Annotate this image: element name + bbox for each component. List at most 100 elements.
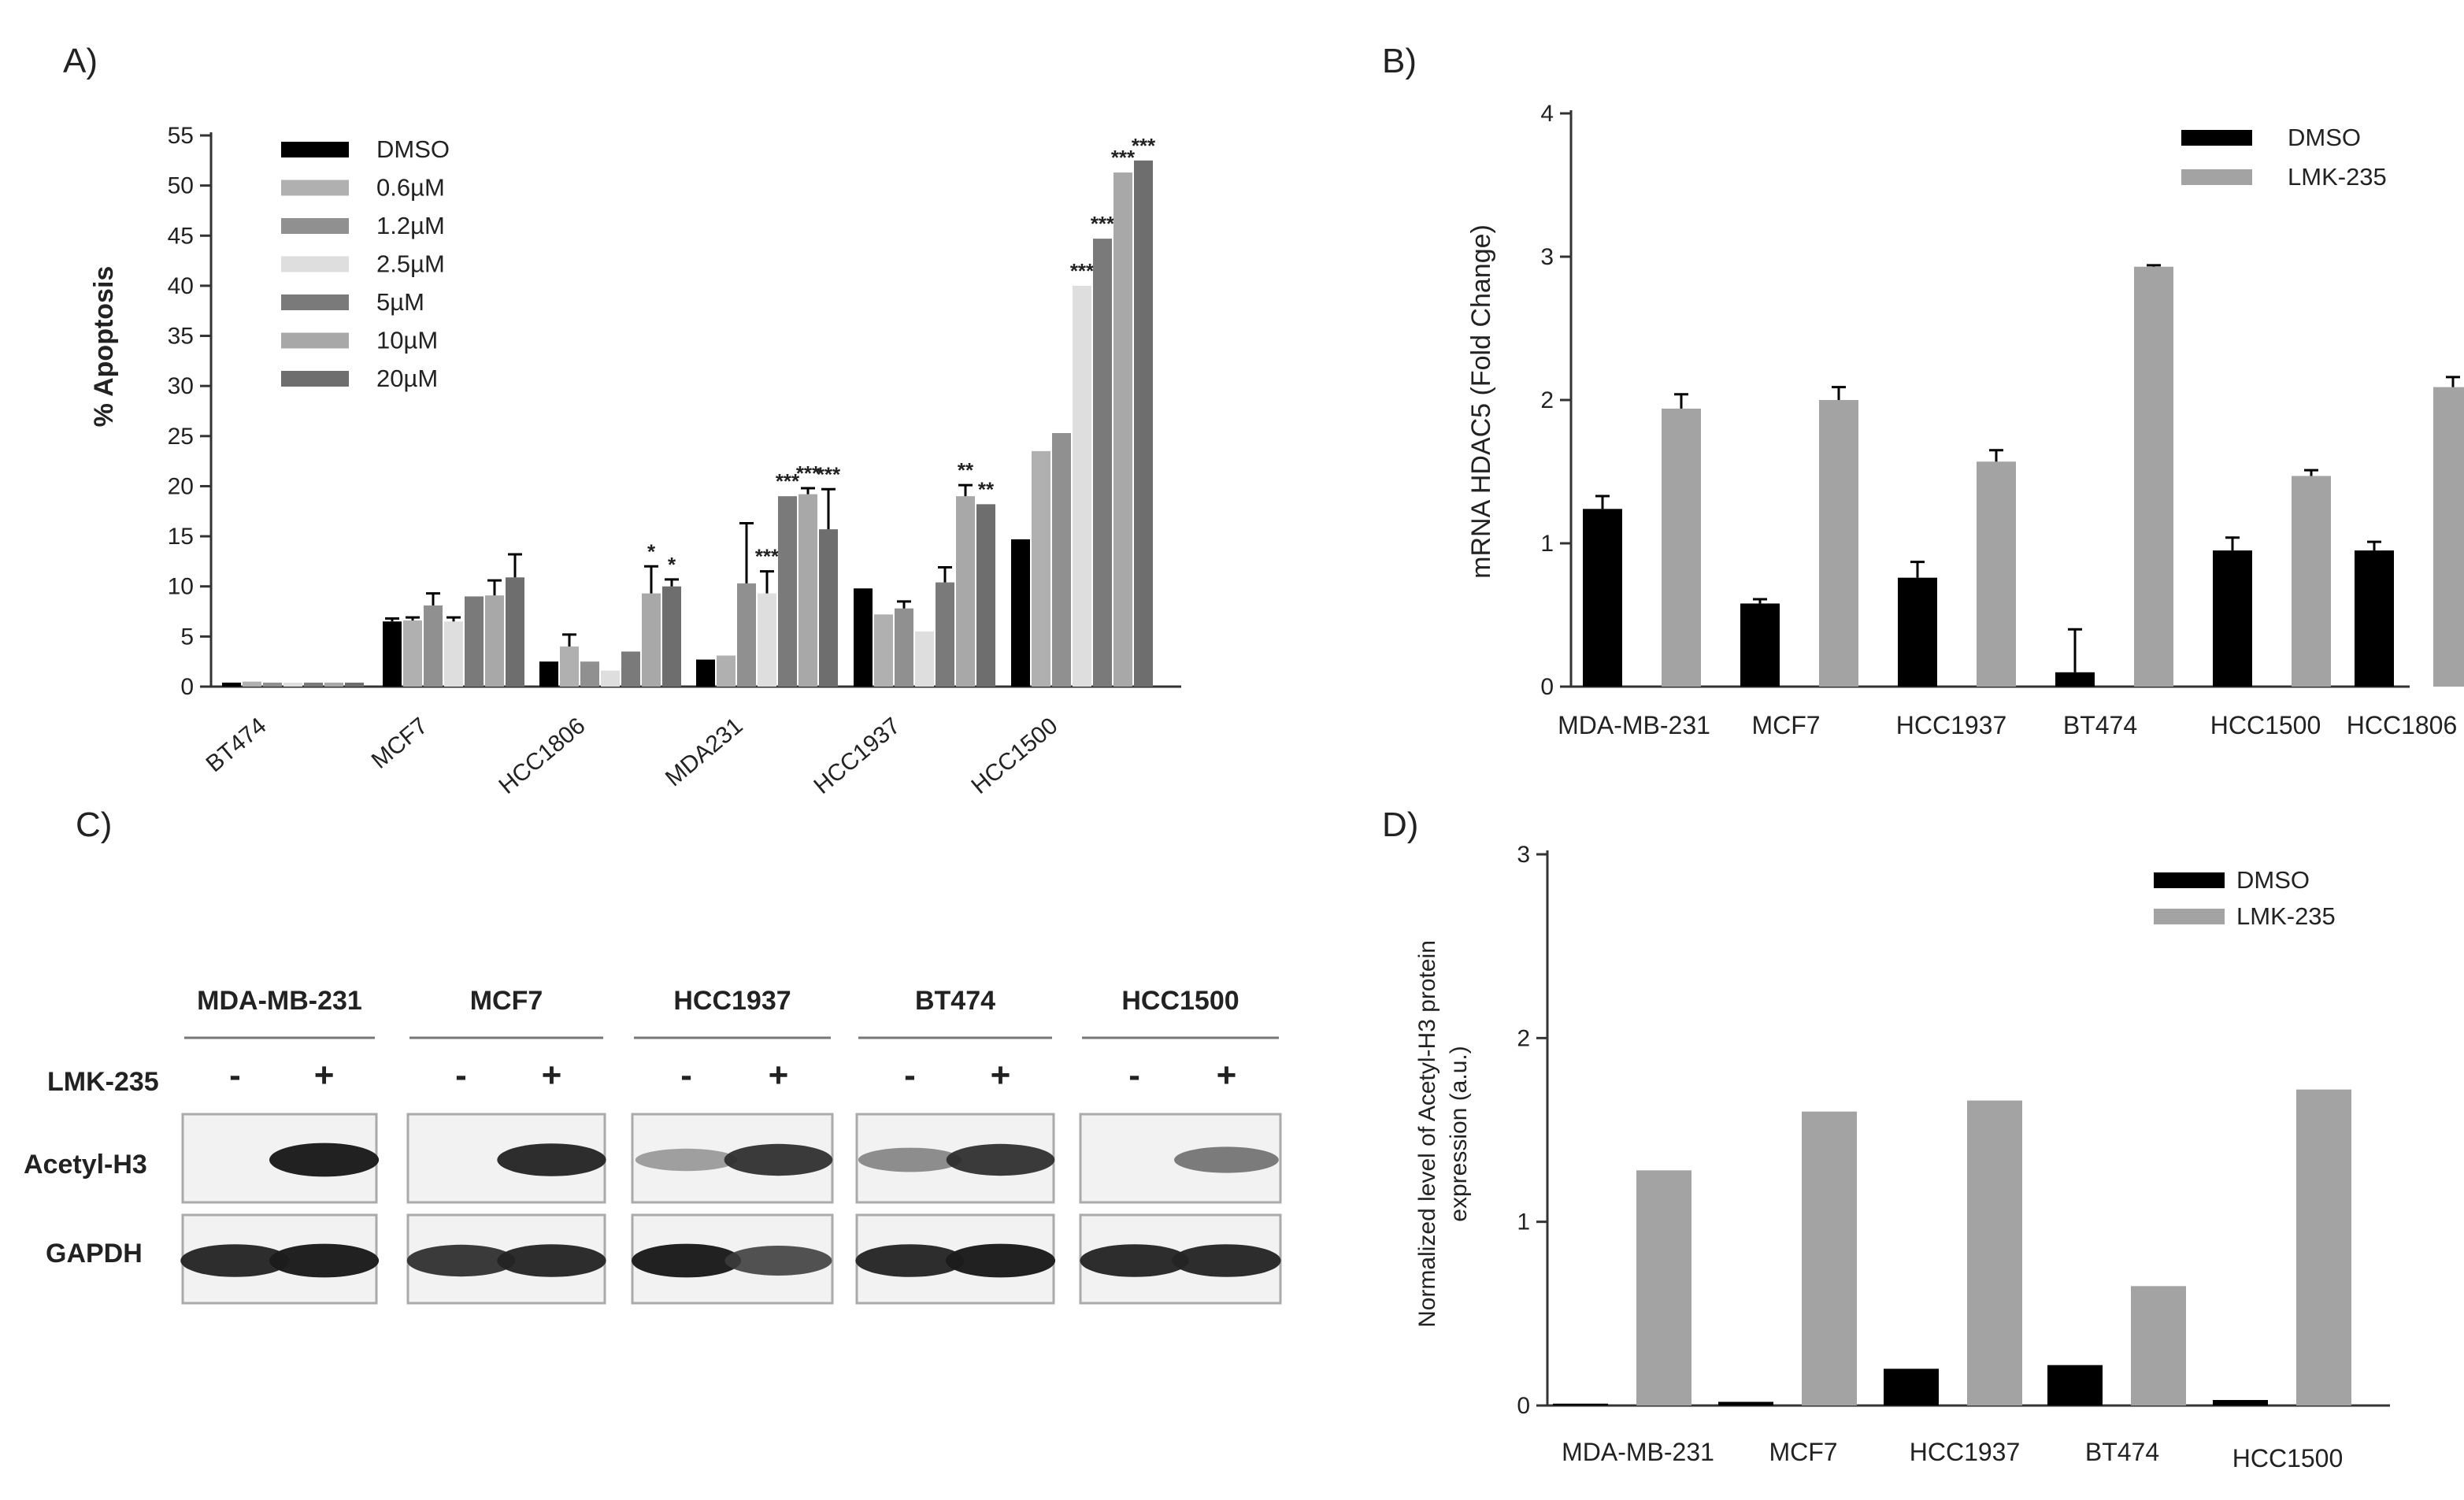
a-bar-HCC1806-20µM [662, 586, 681, 687]
a-category-label: HCC1937 [809, 713, 905, 799]
a-bar-HCC1806-0.6µM [560, 646, 579, 687]
b-category-label: HCC1937 [1896, 711, 2007, 739]
a-bar-MDA231-DMSO [696, 659, 715, 687]
b-bar-HCC1806-LMK-235 [2433, 387, 2464, 687]
d-bar-HCC1937-DMSO [1884, 1369, 1939, 1406]
a-bar-HCC1500-10µM [1113, 172, 1132, 687]
a-bar-BT474-1.2µM [263, 682, 282, 687]
blot-minus-sign: - [1128, 1056, 1140, 1094]
a-legend-swatch [281, 294, 349, 310]
a-bar-MDA231-1.2µM [737, 583, 756, 687]
blot-band-Acetyl-H3 [1174, 1146, 1279, 1173]
blot-group-MCF7: MCF7 - + [406, 986, 606, 1305]
a-y-tick-label: 0 [180, 674, 194, 700]
d-category-label: HCC1937 [1910, 1438, 2021, 1466]
b-bar-MCF7-DMSO [1740, 603, 1780, 687]
a-legend-label: 5µM [376, 288, 424, 316]
a-category-label: HCC1806 [494, 713, 590, 799]
d-category-label: MCF7 [1769, 1438, 1837, 1466]
a-bar-HCC1937-5µM [936, 582, 954, 687]
a-bar-HCC1500-DMSO [1011, 539, 1030, 687]
a-bar-HCC1806-2.5µM [601, 670, 620, 687]
a-category-label: MCF7 [367, 713, 433, 774]
b-bar-MCF7-LMK-235 [1819, 400, 1858, 687]
b-y-tick-label: 3 [1540, 244, 1554, 270]
blot-group-MDA-MB-231: MDA-MB-231 - + [180, 986, 380, 1305]
d-bar-MCF7-LMK-235 [1802, 1111, 1857, 1406]
panel-d-label: D) [1382, 806, 1418, 844]
a-legend-label: 10µM [376, 327, 438, 354]
panel-b-label: B) [1382, 42, 1417, 80]
a-bar-HCC1937-DMSO [854, 588, 873, 687]
blot-plus-sign: + [769, 1056, 789, 1094]
a-significance-mark: *** [796, 461, 821, 485]
b-category-label: HCC1500 [2210, 711, 2321, 739]
b-category-label: MCF7 [1751, 711, 1820, 739]
a-bar-MCF7-0.6µM [403, 620, 422, 687]
a-bar-HCC1806-DMSO [539, 661, 558, 687]
a-significance-mark: *** [755, 545, 780, 569]
a-bar-HCC1806-1.2µM [580, 661, 599, 687]
blot-band-GAPDH [631, 1243, 742, 1278]
a-legend-label: 2.5µM [376, 250, 445, 278]
d-legend-label: LMK-235 [2236, 902, 2336, 930]
a-legend-swatch [281, 256, 349, 272]
blot-cell-line-label: MCF7 [470, 986, 543, 1016]
panel-d-y-axis-label-line2: expression (a.u.) [1446, 1046, 1472, 1221]
blot-band-Acetyl-H3 [497, 1143, 606, 1176]
a-bar-HCC1937-10µM [956, 496, 975, 687]
blot-plus-sign: + [314, 1056, 335, 1094]
a-significance-mark: *** [1091, 212, 1115, 235]
a-bar-MDA231-5µM [778, 496, 797, 687]
b-bar-HCC1500-LMK-235 [2292, 476, 2331, 687]
a-legend-swatch [281, 180, 349, 196]
a-bar-MCF7-20µM [506, 577, 524, 687]
b-category-label: HCC1806 [2347, 711, 2458, 739]
d-bar-MDA-MB-231-DMSO [1553, 1403, 1608, 1406]
a-legend-label: DMSO [376, 135, 450, 163]
d-legend-swatch [2154, 872, 2225, 888]
d-y-tick-label: 2 [1517, 1025, 1530, 1051]
blot-band-GAPDH [1172, 1244, 1281, 1277]
blot-band-GAPDH [497, 1244, 606, 1277]
b-bar-HCC1500-DMSO [2213, 550, 2252, 687]
a-bar-BT474-10µM [324, 682, 343, 687]
a-bar-HCC1500-5µM [1093, 239, 1112, 687]
a-category-label: BT474 [202, 713, 272, 777]
b-bar-MDA-MB-231-LMK-235 [1662, 408, 1701, 687]
panel-d-y-axis-label-line1: Normalized level of Acetyl-H3 protein [1414, 940, 1440, 1328]
a-bar-HCC1500-1.2µM [1052, 433, 1071, 687]
a-y-tick-label: 30 [168, 373, 194, 399]
a-legend-label: 0.6µM [376, 174, 445, 202]
blot-band-GAPDH [724, 1246, 832, 1276]
a-y-tick-label: 35 [168, 324, 194, 350]
d-bar-MCF7-DMSO [1718, 1402, 1773, 1406]
blot-band-GAPDH [1080, 1244, 1189, 1277]
a-y-tick-label: 5 [180, 624, 194, 650]
a-bar-HCC1937-1.2µM [895, 608, 913, 687]
b-category-label: MDA-MB-231 [1558, 711, 1710, 739]
blot-band-Acetyl-H3 [724, 1143, 833, 1176]
b-y-tick-label: 0 [1540, 674, 1554, 700]
a-legend-swatch [281, 371, 349, 387]
d-bar-BT474-DMSO [2047, 1365, 2103, 1406]
a-y-tick-label: 25 [168, 424, 194, 450]
blot-band-Acetyl-H3 [269, 1143, 380, 1177]
a-y-tick-label: 20 [168, 473, 194, 499]
b-bar-HCC1937-LMK-235 [1977, 461, 2016, 687]
blot-cell-line-label: HCC1500 [1121, 986, 1239, 1016]
b-y-tick-label: 1 [1540, 531, 1554, 557]
b-legend-swatch [2181, 169, 2252, 185]
a-bar-MDA231-0.6µM [717, 655, 735, 687]
a-bar-MDA231-10µM [798, 494, 817, 687]
d-y-tick-label: 0 [1517, 1393, 1530, 1419]
a-significance-mark: *** [817, 462, 841, 486]
d-bar-HCC1500-DMSO [2213, 1400, 2268, 1406]
blot-plus-sign: + [542, 1056, 562, 1094]
a-legend-swatch [281, 332, 349, 349]
blot-minus-sign: - [680, 1056, 692, 1094]
blot-cell-line-label: MDA-MB-231 [197, 986, 362, 1016]
a-y-tick-label: 55 [168, 123, 194, 149]
